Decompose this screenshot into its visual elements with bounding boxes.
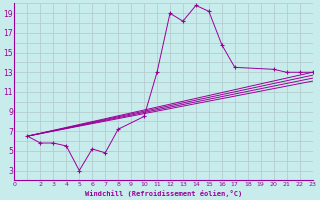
X-axis label: Windchill (Refroidissement éolien,°C): Windchill (Refroidissement éolien,°C): [85, 190, 242, 197]
